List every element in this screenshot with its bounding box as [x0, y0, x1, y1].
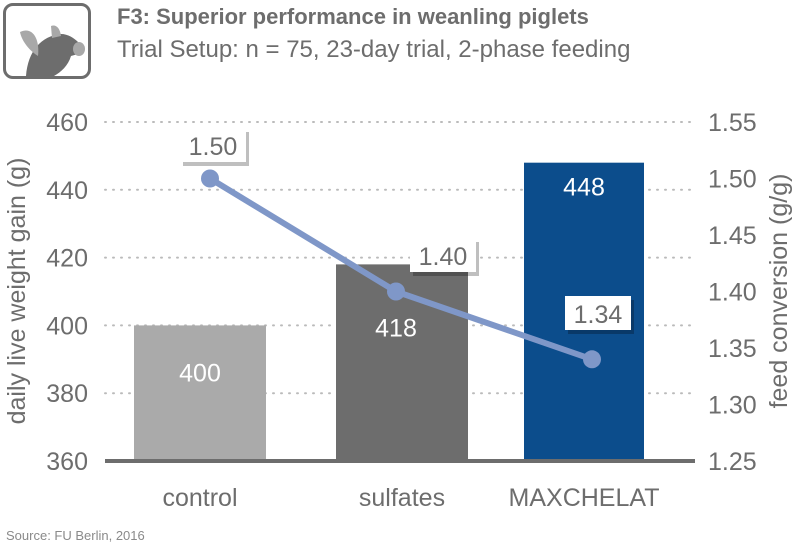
y-tick-label: 380: [46, 380, 88, 408]
y2-tick-label: 1.50: [708, 166, 757, 194]
source-note: Source: FU Berlin, 2016: [6, 528, 145, 543]
line-point: [387, 282, 405, 301]
bar-value-label: 418: [375, 314, 417, 342]
x-tick-label: MAXCHELAT: [509, 484, 660, 512]
line-value-label: 1.40: [419, 243, 468, 271]
line-label-box: [180, 128, 246, 162]
line-point: [583, 350, 601, 369]
line-value-label: 1.34: [574, 301, 623, 329]
y2-tick-label: 1.35: [708, 335, 757, 363]
y2-tick-label: 1.25: [708, 448, 757, 476]
bar-value-label: 448: [563, 174, 605, 202]
y-tick-label: 360: [46, 448, 88, 476]
x-tick-label: control: [162, 484, 237, 512]
y-tick-label: 400: [46, 312, 88, 340]
line-label-box: [410, 238, 476, 272]
y-tick-label: 420: [46, 245, 88, 273]
y-axis-title: daily live weight gain (g): [3, 158, 31, 425]
y2-tick-label: 1.30: [708, 392, 757, 420]
x-tick-label: sulfates: [359, 484, 445, 512]
chart-title: F3: Superior performance in weanling pig…: [117, 4, 589, 29]
pig-icon: [3, 3, 91, 79]
line-point: [201, 169, 219, 188]
bar-value-label: 400: [179, 359, 221, 387]
line-value-label: 1.50: [189, 133, 238, 161]
y2-tick-label: 1.55: [708, 109, 757, 137]
y2-axis-title: feed conversion (g/g): [765, 174, 793, 409]
line-label-box: [565, 296, 631, 330]
y-tick-label: 440: [46, 177, 88, 205]
chart-subtitle: Trial Setup: n = 75, 23-day trial, 2-pha…: [117, 36, 631, 63]
y2-tick-label: 1.40: [708, 279, 757, 307]
y-tick-label: 460: [46, 109, 88, 137]
bar-control: [134, 325, 266, 461]
y2-tick-label: 1.45: [708, 222, 757, 250]
